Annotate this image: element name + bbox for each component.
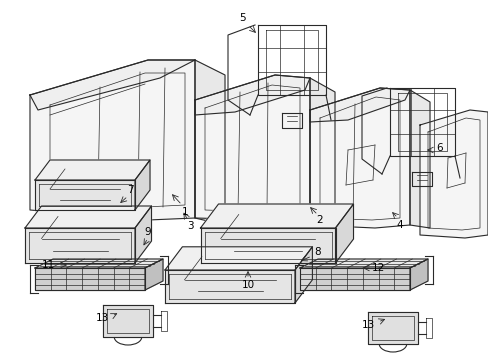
Polygon shape xyxy=(294,247,312,303)
Polygon shape xyxy=(200,228,335,263)
Polygon shape xyxy=(30,60,195,220)
Text: 11: 11 xyxy=(41,260,55,270)
Polygon shape xyxy=(299,268,409,290)
Polygon shape xyxy=(135,206,151,263)
Polygon shape xyxy=(35,259,163,268)
Polygon shape xyxy=(367,312,417,344)
Polygon shape xyxy=(195,60,224,225)
Polygon shape xyxy=(200,204,353,228)
Polygon shape xyxy=(25,206,151,228)
Polygon shape xyxy=(35,160,150,180)
Polygon shape xyxy=(135,160,150,210)
Polygon shape xyxy=(35,268,145,290)
Polygon shape xyxy=(309,88,409,228)
Text: 12: 12 xyxy=(370,263,384,273)
Polygon shape xyxy=(309,88,409,122)
Polygon shape xyxy=(309,78,334,222)
Text: 13: 13 xyxy=(95,313,108,323)
Text: 4: 4 xyxy=(396,220,403,230)
Polygon shape xyxy=(145,259,163,290)
Polygon shape xyxy=(409,259,427,290)
Text: 13: 13 xyxy=(361,320,374,330)
Text: 7: 7 xyxy=(126,185,133,195)
Polygon shape xyxy=(419,110,487,238)
Polygon shape xyxy=(164,270,294,303)
Text: 6: 6 xyxy=(436,143,443,153)
Text: 10: 10 xyxy=(241,280,254,290)
Text: 9: 9 xyxy=(144,227,151,237)
Text: 2: 2 xyxy=(316,215,323,225)
Polygon shape xyxy=(195,75,309,220)
Text: 5: 5 xyxy=(239,13,246,23)
Text: 3: 3 xyxy=(186,221,193,231)
Polygon shape xyxy=(299,259,427,268)
Polygon shape xyxy=(30,60,195,110)
Polygon shape xyxy=(195,75,309,115)
Polygon shape xyxy=(103,305,153,337)
Polygon shape xyxy=(409,90,429,228)
Polygon shape xyxy=(164,247,312,270)
Text: 1: 1 xyxy=(182,207,188,217)
Polygon shape xyxy=(35,180,135,210)
Text: 8: 8 xyxy=(314,247,321,257)
Polygon shape xyxy=(487,112,488,235)
Polygon shape xyxy=(335,204,353,263)
Polygon shape xyxy=(25,228,135,263)
